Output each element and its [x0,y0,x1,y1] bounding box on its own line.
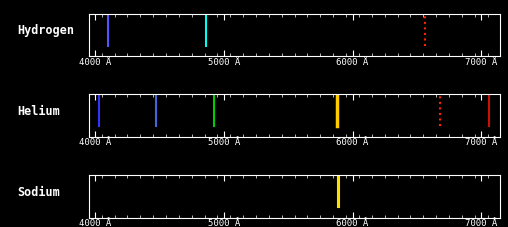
Text: Sodium: Sodium [17,186,59,199]
Text: Hydrogen: Hydrogen [17,24,74,37]
Text: Helium: Helium [17,105,59,118]
